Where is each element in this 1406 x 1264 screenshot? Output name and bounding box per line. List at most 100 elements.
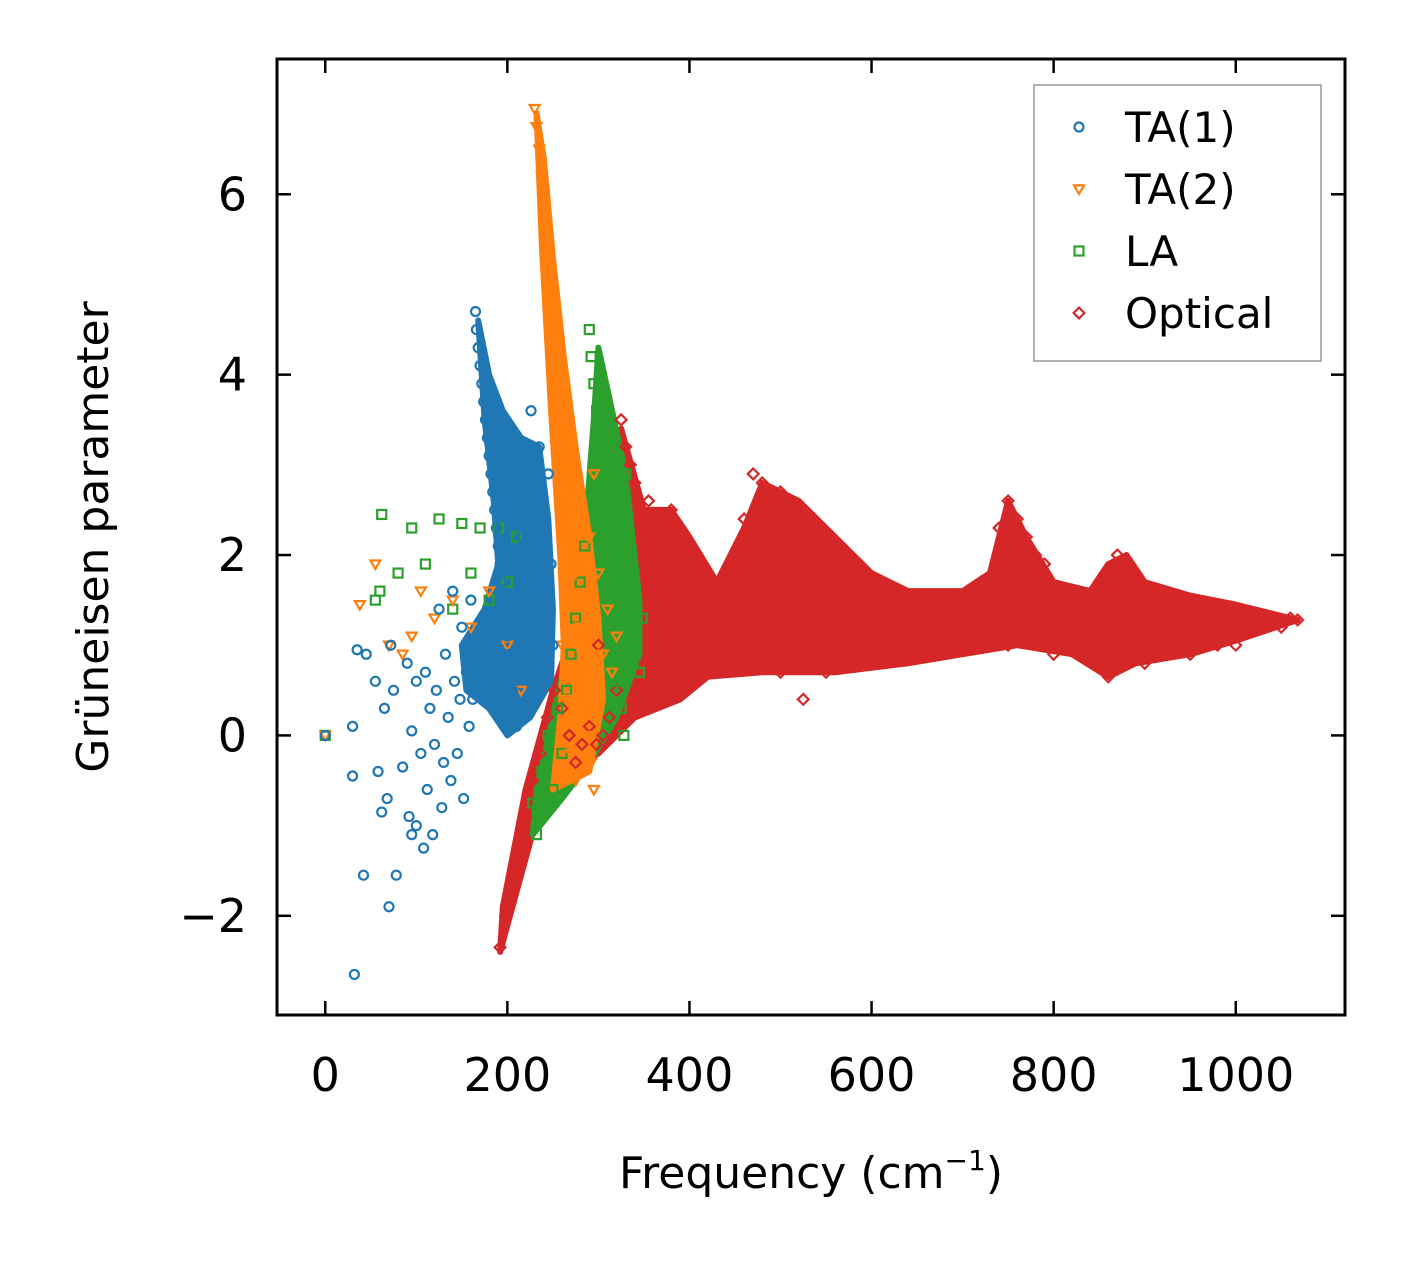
data-point [481, 432, 493, 444]
data-point [632, 502, 647, 517]
data-point [1290, 613, 1305, 627]
y-tick-label: 2 [218, 528, 247, 582]
data-point [555, 406, 569, 418]
data-point [566, 541, 580, 554]
data-point [583, 323, 595, 336]
data-point [527, 103, 542, 116]
plot-frame [275, 57, 1347, 1017]
data-point [819, 530, 833, 544]
data-point [553, 378, 568, 391]
data-point [882, 620, 897, 635]
data-point [577, 595, 592, 608]
data-point [574, 576, 586, 588]
data-point [542, 729, 554, 742]
data-point [374, 585, 386, 597]
data-point [612, 675, 625, 687]
data-point [837, 548, 852, 562]
data-point [746, 647, 761, 662]
data-point [828, 629, 843, 644]
data-point [1074, 611, 1088, 626]
data-point [546, 297, 560, 310]
x-tick-label: 400 [646, 1048, 734, 1102]
data-point [1046, 584, 1061, 599]
data-point [509, 702, 521, 714]
data-point [773, 484, 788, 499]
x-axis-label: Frequency (cm−1) [619, 1144, 1003, 1199]
data-point [538, 585, 550, 597]
data-point [1183, 647, 1198, 662]
data-point [483, 450, 495, 462]
data-point [691, 557, 706, 572]
legend-marker [1073, 245, 1085, 257]
data-point [773, 665, 788, 680]
y-tick-label: −2 [179, 889, 247, 943]
data-point [819, 665, 833, 680]
data-point [609, 683, 624, 698]
data-point [525, 773, 540, 788]
data-point [447, 585, 459, 597]
data-point [597, 486, 609, 498]
data-point [406, 522, 418, 534]
data-point [541, 243, 556, 256]
data-point [605, 667, 619, 680]
data-point [492, 540, 504, 552]
data-point [562, 487, 577, 500]
data-point [529, 549, 541, 561]
data-point [536, 765, 548, 778]
data-point [383, 901, 395, 913]
data-point [494, 558, 506, 570]
data-point [631, 630, 643, 642]
data-point [627, 657, 639, 669]
data-point [1110, 548, 1125, 562]
data-point [589, 737, 604, 752]
data-point [319, 729, 331, 742]
legend-marker [1072, 306, 1086, 320]
data-point [992, 521, 1006, 535]
data-point [586, 784, 601, 797]
data-point [544, 270, 558, 283]
data-point [369, 594, 381, 606]
data-point [525, 405, 537, 417]
data-point [532, 144, 547, 157]
data-point [575, 737, 589, 752]
data-point [809, 611, 824, 626]
data-point [641, 493, 656, 508]
data-point [536, 189, 551, 202]
legend-label: TA(1) [1124, 103, 1236, 152]
data-point [1092, 593, 1107, 608]
data-point [445, 774, 457, 787]
data-point [550, 351, 565, 364]
data-point [937, 611, 952, 626]
data-point [562, 728, 577, 743]
data-point [545, 558, 557, 570]
data-point [1119, 629, 1134, 644]
data-point [1083, 602, 1098, 617]
data-point [351, 644, 363, 656]
data-point [864, 575, 879, 590]
legend: TA(1) TA(2) LA Optical [1033, 84, 1322, 362]
x-tick-label: 0 [311, 1048, 340, 1102]
data-point [1064, 602, 1079, 617]
data-point [582, 730, 597, 743]
data-point [456, 621, 468, 633]
data-point [442, 711, 454, 723]
data-point [482, 586, 497, 599]
data-point [586, 469, 601, 482]
data-point [438, 756, 450, 769]
plot-area [318, 103, 1305, 981]
data-point [682, 665, 697, 680]
data-point [1010, 512, 1025, 526]
data-point [559, 694, 574, 707]
data-point [360, 648, 372, 660]
data-point [564, 748, 578, 761]
data-point [901, 593, 915, 608]
data-point [718, 602, 733, 617]
data-point [395, 649, 410, 662]
data-point [465, 567, 477, 579]
data-point [514, 495, 526, 507]
data-point [919, 593, 934, 608]
data-point [493, 940, 508, 955]
data-point [547, 324, 562, 337]
data-point [590, 405, 603, 417]
data-point [547, 783, 559, 796]
